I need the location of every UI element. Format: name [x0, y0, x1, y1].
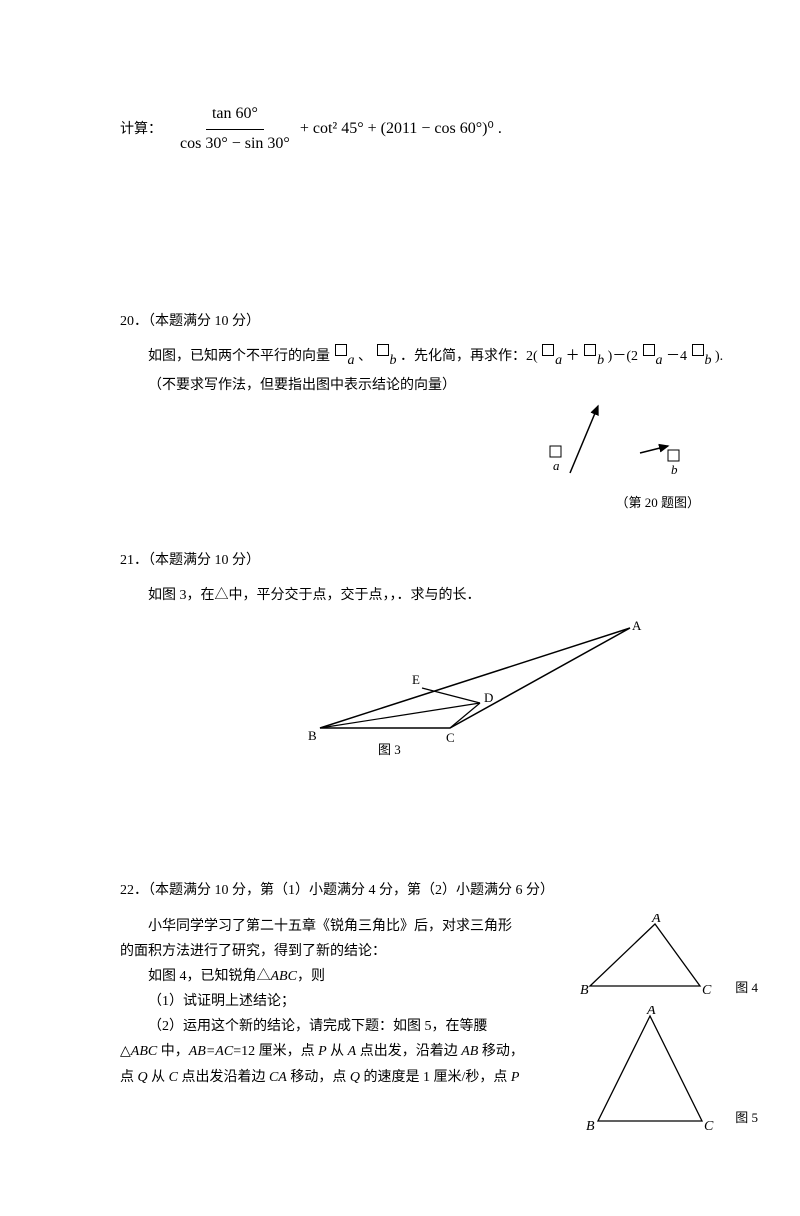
triangle5 [598, 1016, 702, 1121]
q21-head: 21．（本题满分 10 分） [120, 548, 740, 573]
q20-block: 20．（本题满分 10 分） 如图，已知两个不平行的向量 a 、 b ．先化简，… [120, 309, 740, 508]
q21-body: 如图 3，在△中，平分交于点，交于点，，．求与的长． [120, 583, 740, 608]
q22-l7-a: 点 [120, 1070, 138, 1085]
q20-head: 20．（本题满分 10 分） [120, 309, 740, 334]
vec-a-1: a [348, 353, 355, 368]
q22-line3-b: ABC [271, 969, 297, 984]
vec-a-fig-label: a [553, 458, 560, 473]
q22-l6-g: 从 [327, 1044, 348, 1059]
q20-line1-d: ＋ [566, 349, 580, 364]
q22-line3-a: 如图 4，已知锐角△ [148, 969, 271, 984]
vec-b-3: b [705, 353, 712, 368]
vec-a-box-icon [550, 446, 561, 457]
t5-b: B [586, 1119, 595, 1134]
q22-triangle5-svg: A B C [580, 1006, 720, 1136]
vector-box-icon [542, 344, 554, 356]
vec-a-3: a [656, 353, 663, 368]
vector-b-arrow [640, 446, 668, 453]
q22-caption4: 图 4 [735, 976, 758, 999]
q22-l6-d: AB=AC [189, 1044, 233, 1059]
vector-box-icon [584, 344, 596, 356]
q22-head: 22．（本题满分 10 分，第（1）小题满分 4 分，第（2）小题满分 6 分） [120, 878, 740, 903]
q22-l6-i: 点出发，沿着边 [356, 1044, 461, 1059]
label-e: E [412, 672, 420, 687]
q22-l6-f: P [318, 1044, 327, 1059]
t4-c: C [702, 983, 712, 998]
q22-l6-c: 中， [157, 1044, 189, 1059]
q22-l6-b: ABC [131, 1044, 157, 1059]
triangle4 [590, 924, 700, 986]
q19-rest: + cot² 45° + (2011 − cos 60°)⁰ . [300, 115, 502, 144]
q20-line1-b: 、 [358, 349, 372, 364]
q22-l7-g: 移动，点 [287, 1070, 350, 1085]
vec-b-2: b [597, 353, 604, 368]
vec-b-box-icon [668, 450, 679, 461]
q20-line1-c: ．先化简，再求作：2( [400, 349, 538, 364]
q20-line1-g: ). [715, 349, 723, 364]
q20-line1-f: －4 [666, 349, 687, 364]
q20-line1: 如图，已知两个不平行的向量 a 、 b ．先化简，再求作：2( a ＋ b )－… [120, 344, 740, 373]
q19-formula: 计算： tan 60° cos 30° − sin 30° + cot² 45°… [120, 100, 740, 159]
q20-caption: （第 20 题图） [615, 491, 700, 514]
t4-a: A [651, 914, 661, 926]
q22-l6-a: △ [120, 1044, 131, 1059]
label-c: C [446, 730, 455, 745]
q22-block: 22．（本题满分 10 分，第（1）小题满分 4 分，第（2）小题满分 6 分）… [120, 878, 740, 1135]
q19-numerator: tan 60° [206, 100, 264, 130]
label-d: D [484, 690, 493, 705]
q22-l7-c: 从 [148, 1070, 169, 1085]
vec-b-fig-label: b [671, 462, 678, 477]
vector-box-icon [643, 344, 655, 356]
q22-l7-h: Q [350, 1070, 360, 1085]
page-content: 计算： tan 60° cos 30° − sin 30° + cot² 45°… [0, 0, 800, 1216]
q21-block: 21．（本题满分 10 分） 如图 3，在△中，平分交于点，交于点，，．求与的长… [120, 548, 740, 768]
q22-l6-e: =12 厘米，点 [233, 1044, 318, 1059]
vector-box-icon [335, 344, 347, 356]
q22-l7-b: Q [138, 1070, 148, 1085]
q22-l7-f: CA [269, 1070, 287, 1085]
q22-caption5: 图 5 [735, 1106, 758, 1129]
q20-vectors-svg: a b [540, 398, 700, 488]
vector-a-arrow [570, 406, 598, 473]
q19-fraction: tan 60° cos 30° − sin 30° [174, 100, 296, 159]
line-ed [422, 688, 480, 703]
q19-denominator: cos 30° − sin 30° [174, 130, 296, 159]
t5-c: C [704, 1119, 714, 1134]
q22-l7-j: P [511, 1070, 520, 1085]
q22-l7-d: C [169, 1070, 178, 1085]
q22-fig4-wrap: A B C 图 4 [580, 914, 740, 1002]
vector-box-icon [692, 344, 704, 356]
q20-figure-area: a b （第 20 题图） [120, 398, 740, 508]
q22-triangle4-svg: A B C [580, 914, 720, 1002]
q22-l6-k: 移动， [478, 1044, 524, 1059]
label-b: B [308, 728, 317, 743]
q21-caption: 图 3 [378, 742, 401, 757]
q20-line1-e: )－(2 [608, 349, 638, 364]
q22-fig5-wrap: A B C 图 5 [580, 1006, 740, 1136]
q20-line1-a: 如图，已知两个不平行的向量 [148, 349, 330, 364]
vec-b-1: b [390, 353, 397, 368]
t5-a: A [646, 1006, 656, 1018]
q22-l7-i: 的速度是 1 厘米/秒，点 [360, 1070, 511, 1085]
q22-l6-j: AB [461, 1044, 478, 1059]
q22-l6-h: A [348, 1044, 357, 1059]
triangle-abc [320, 628, 630, 728]
q22-figures: A B C 图 4 A B C 图 5 [580, 914, 740, 1136]
q20-line2: （不要求写作法，但要指出图中表示结论的向量） [120, 373, 740, 398]
q21-figure-area: A B C D E 图 3 [300, 618, 740, 768]
vec-a-2: a [555, 353, 562, 368]
vector-box-icon [377, 344, 389, 356]
q22-line3-c: ，则 [297, 969, 325, 984]
q21-triangle-svg: A B C D E 图 3 [300, 618, 660, 758]
label-a: A [632, 618, 642, 633]
q22-l7-e: 点出发沿着边 [178, 1070, 269, 1085]
q19-label: 计算： [120, 117, 162, 142]
t4-b: B [580, 983, 589, 998]
